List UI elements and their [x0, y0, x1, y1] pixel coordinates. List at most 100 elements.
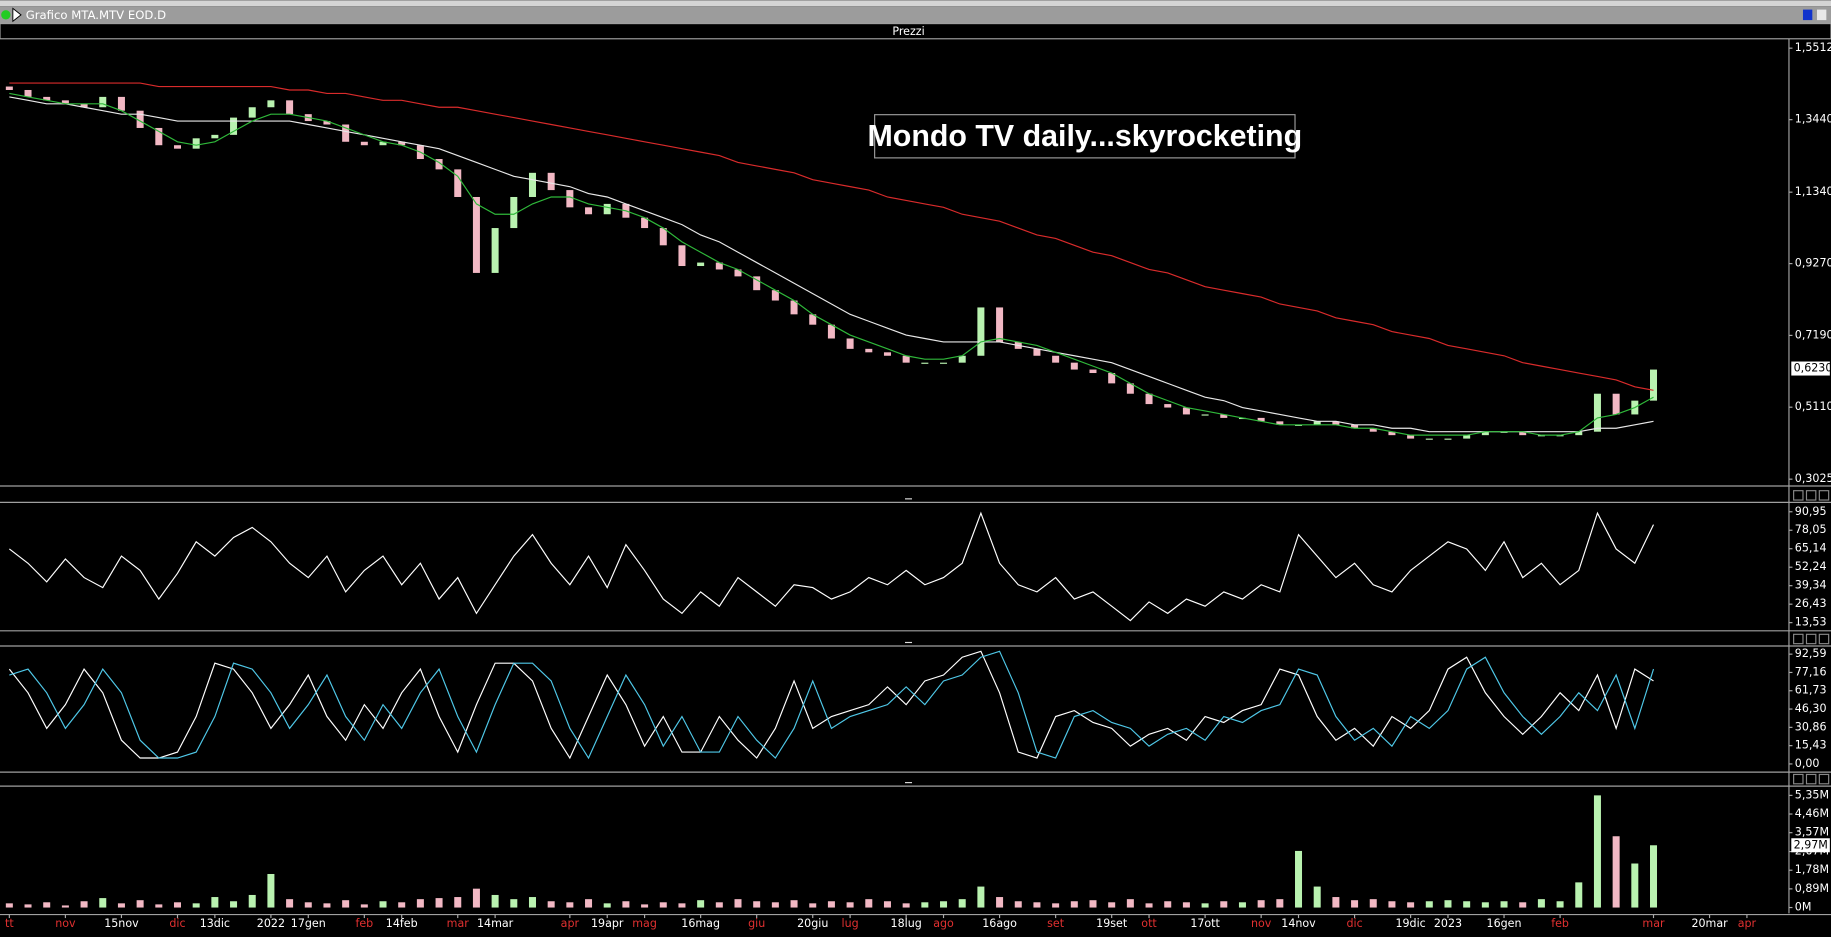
series-line [9, 96, 1654, 433]
volume-bar [902, 903, 910, 908]
candle [472, 196, 480, 273]
volume-bar [697, 900, 705, 908]
candle [641, 217, 649, 229]
series-line [9, 650, 1655, 760]
x-tick-label: 14feb [386, 917, 418, 930]
y-tick-label: 0,5110 [1795, 400, 1831, 413]
candle [342, 124, 350, 142]
volume-bar [585, 899, 593, 908]
candle [248, 107, 256, 118]
volume-bar [641, 904, 649, 908]
panel-button[interactable] [1805, 490, 1817, 501]
play-icon[interactable] [12, 7, 22, 23]
volume-bar [1313, 886, 1321, 908]
volume-bar [566, 902, 574, 908]
candle [173, 145, 181, 149]
candle [1351, 424, 1359, 429]
candle [958, 355, 966, 363]
window-button[interactable] [1802, 9, 1813, 21]
x-tick-label: 19set [1096, 917, 1128, 930]
volume-bar [80, 901, 88, 908]
volume-bar [1070, 901, 1078, 908]
candle [1052, 355, 1060, 363]
y-tick-label: 13,53 [1795, 616, 1827, 629]
volume-bar [528, 897, 536, 908]
candle [659, 228, 667, 246]
volume-bar [211, 897, 219, 908]
volume-bar [1556, 901, 1564, 908]
x-tick-label: lug [842, 917, 859, 930]
candle [1313, 421, 1321, 425]
candle [734, 269, 742, 277]
volume-bar [99, 898, 107, 908]
candle [1407, 435, 1415, 439]
x-tick-label: 19dic [1395, 917, 1425, 930]
annotation-box [874, 114, 1296, 159]
volume-bar [1238, 902, 1246, 908]
volume-bar [1257, 900, 1265, 908]
candle [1201, 414, 1209, 416]
x-tick-label: 13dic [200, 917, 230, 930]
volume-bar [1351, 900, 1359, 908]
candle [1276, 421, 1284, 425]
panel-button[interactable] [1793, 490, 1804, 501]
candle [1463, 435, 1471, 439]
panel-button[interactable] [1805, 773, 1817, 785]
x-tick-label: giu [748, 917, 765, 930]
candle [566, 190, 574, 208]
panel-button[interactable] [1818, 773, 1830, 785]
y-tick-label: 0,00 [1795, 757, 1820, 770]
volume-bar [61, 905, 69, 908]
panel-button[interactable] [1805, 633, 1817, 645]
annotation: Mondo TV daily...skyrocketing [867, 120, 1302, 153]
volume-bar [1650, 845, 1658, 908]
candle [1108, 373, 1116, 384]
candle [902, 355, 910, 363]
candle [753, 276, 761, 291]
candle [510, 196, 518, 229]
volume-bar [883, 901, 891, 908]
candle [80, 103, 88, 108]
panel-button[interactable] [1793, 633, 1804, 645]
volume-bar [1182, 902, 1190, 908]
candle [398, 141, 406, 146]
volume-bar [1463, 901, 1471, 908]
candle [323, 121, 331, 125]
candle [865, 348, 873, 353]
x-tick-label: 20mar [1691, 917, 1728, 930]
panel-button[interactable] [1818, 490, 1830, 501]
candle [1257, 417, 1265, 422]
volume-bar [5, 903, 13, 908]
volume-bar [1369, 899, 1377, 908]
panel-button[interactable] [1818, 633, 1830, 645]
volume-bar [230, 901, 238, 908]
volume-bar [734, 899, 742, 908]
candle [1033, 348, 1041, 356]
title-bar [0, 6, 1831, 24]
volume-bar [1537, 899, 1545, 908]
series-line [8, 511, 1655, 622]
x-tick-label: feb [355, 917, 373, 930]
x-tick-label: mar [447, 917, 470, 930]
candle [286, 100, 294, 115]
x-tick-label: tt [5, 917, 14, 930]
candle [99, 96, 107, 108]
panel-button[interactable] [1793, 773, 1804, 785]
candle [846, 338, 854, 349]
volume-bar [622, 901, 630, 908]
candle [1126, 383, 1134, 394]
y-tick-label: 65,14 [1795, 542, 1827, 555]
volume-bar [173, 902, 181, 908]
last-value-label: 0,6230 [1794, 362, 1831, 375]
x-tick-label: ott [1141, 917, 1157, 930]
candle [1612, 393, 1620, 415]
x-tick-label: apr [561, 917, 580, 930]
candle [547, 172, 555, 191]
window-button[interactable] [1816, 9, 1827, 21]
volume-bar [678, 903, 686, 908]
volume-bar [136, 900, 144, 908]
volume-bar [1575, 882, 1583, 908]
volume-bar [248, 894, 256, 908]
candle [883, 352, 891, 356]
